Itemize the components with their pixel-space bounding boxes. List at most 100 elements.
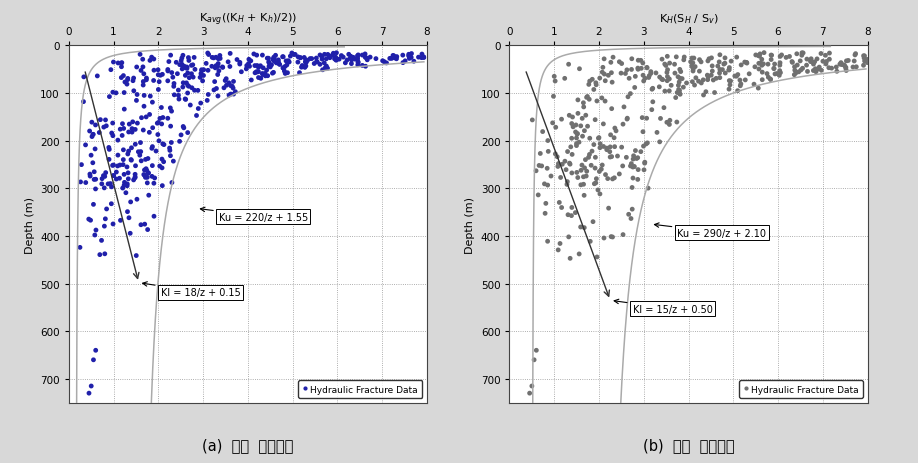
Point (113, 126, 128, 134)
Point (281, 58, 296, 65)
Point (176, 125, 191, 132)
Point (155, 71, 170, 79)
Point (592, 75, 607, 82)
Point (115, 132, 129, 140)
Point (95, 175, 109, 183)
Point (752, 53, 767, 61)
Point (151, 79, 166, 86)
Point (136, 64, 151, 71)
Point (565, 114, 580, 121)
Point (142, 57, 157, 65)
Point (631, 66, 645, 74)
Point (124, 157, 139, 164)
Point (83, 173, 97, 181)
Point (624, 67, 639, 74)
Point (793, 67, 808, 75)
Point (166, 158, 181, 165)
Point (124, 156, 139, 164)
Point (207, 65, 222, 72)
Point (822, 65, 836, 72)
Point (808, 66, 823, 73)
Point (106, 172, 121, 180)
Point (121, 214, 136, 222)
Point (147, 180, 162, 188)
Point (712, 52, 727, 59)
Point (271, 60, 285, 67)
Point (291, 54, 306, 62)
Point (87, 169, 102, 176)
Point (716, 61, 731, 69)
Point (806, 61, 821, 69)
Point (157, 142, 172, 149)
Point (597, 235, 611, 242)
Point (740, 60, 755, 68)
Point (201, 92, 216, 99)
Point (128, 175, 142, 182)
Point (767, 61, 782, 69)
Point (637, 159, 652, 167)
Point (617, 104, 632, 112)
Point (635, 60, 650, 68)
Point (529, 168, 543, 175)
Point (676, 84, 690, 92)
Point (597, 56, 611, 63)
Point (110, 163, 125, 170)
Point (200, 50, 215, 57)
Point (117, 171, 131, 179)
Point (207, 87, 221, 94)
Point (255, 72, 270, 79)
Point (629, 156, 644, 163)
Point (773, 70, 788, 77)
Point (839, 58, 854, 65)
Point (593, 141, 608, 148)
Point (294, 64, 308, 72)
Point (313, 62, 328, 69)
Point (340, 57, 354, 64)
Point (562, 160, 577, 168)
Point (857, 53, 872, 60)
Point (636, 78, 651, 86)
Point (84, 133, 99, 141)
Point (626, 156, 641, 163)
Point (386, 53, 400, 60)
Point (814, 68, 829, 75)
Point (747, 64, 762, 71)
Point (569, 169, 584, 177)
Point (551, 163, 565, 171)
Point (589, 98, 604, 106)
Point (275, 54, 290, 62)
Point (181, 55, 196, 62)
Point (265, 57, 280, 64)
Point (576, 133, 590, 141)
Point (73, 179, 88, 186)
Point (553, 240, 567, 248)
Point (151, 67, 165, 75)
Point (834, 60, 848, 67)
Point (211, 56, 226, 63)
Point (196, 67, 211, 74)
Point (151, 87, 166, 94)
Point (199, 61, 214, 68)
Point (351, 60, 365, 67)
Point (139, 166, 153, 173)
Point (315, 54, 330, 61)
Point (89, 227, 104, 234)
Point (226, 79, 241, 86)
Point (351, 59, 365, 66)
Point (587, 142, 601, 149)
Point (275, 65, 290, 73)
Point (585, 148, 599, 156)
Point (712, 75, 727, 82)
Point (635, 72, 650, 80)
Point (765, 52, 779, 60)
Point (580, 94, 595, 101)
Point (363, 54, 377, 62)
Point (753, 51, 767, 58)
Point (298, 57, 313, 64)
Point (115, 121, 129, 128)
Point (177, 63, 192, 71)
Point (738, 77, 753, 84)
Point (210, 72, 225, 79)
Point (187, 88, 202, 95)
Point (638, 75, 653, 83)
